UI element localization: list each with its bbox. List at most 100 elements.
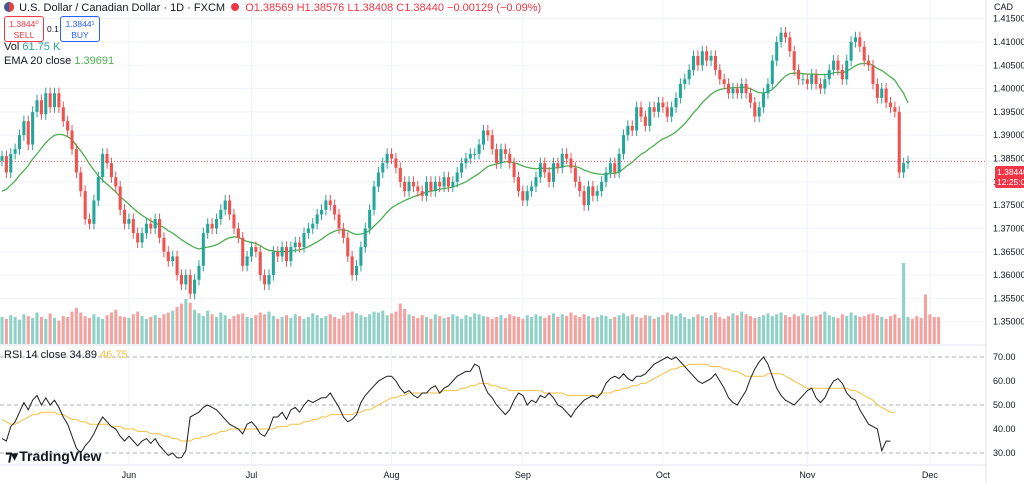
volume-bar [162,314,166,344]
symbol-header[interactable]: U.S. Dollar / Canadian Dollar · 1D · FXC… [4,2,541,14]
symbol-title[interactable]: U.S. Dollar / Canadian Dollar · 1D · FXC… [19,2,226,14]
candle-body [398,167,402,182]
price-axis[interactable]: 1.41500 1.41000 1.40500 1.40000 1.39500 1.390… [993,2,1024,458]
candle-body [661,102,665,108]
candle-body [306,228,310,234]
candle-body [845,60,849,80]
candle-body [123,209,127,224]
volume-legend[interactable]: Vol 61.75 K [4,41,60,53]
volume-bar [508,314,512,344]
volume-bar [66,317,70,344]
volume-bar [346,312,350,344]
volume-bar [420,315,424,344]
candle-body [13,149,17,154]
volume-bar [797,316,801,344]
candle-body [902,163,906,173]
sell-button[interactable]: 1.3844⁰ SELL [4,16,44,42]
volume-bar [271,316,275,344]
candle-body [468,153,472,159]
volume-bar [403,308,407,344]
candle-body [521,191,525,201]
ema-legend[interactable]: EMA 20 close 1.39691 [4,55,114,67]
rsi-legend[interactable]: RSI 14 close 34.89 46.75 [4,349,128,361]
volume-bar [460,318,464,344]
volume-bar [902,263,906,344]
volume-bar [26,316,30,344]
candle-body [586,186,591,206]
candle-body [363,228,367,248]
candle-body [359,247,363,266]
volume-bar [757,317,761,344]
candle-body [665,107,669,117]
rsi-tick-label: 60.00 [993,376,1016,386]
volume-bar [867,314,871,344]
buy-button[interactable]: 1.3844¹ BUY [60,16,100,42]
candle-body [4,156,8,173]
tradingview-logo[interactable]: ⁊▾ TradingView [5,447,101,465]
candle-body [608,163,612,173]
candle-body [337,214,341,229]
candle-body [656,102,661,112]
volume-bar [932,317,936,344]
candle-body [744,83,748,94]
volume-bar [306,317,310,344]
candle-body [162,237,166,252]
candle-body [565,153,569,159]
candle-body [495,149,499,164]
candle-body [442,177,446,187]
candle-body [9,153,13,173]
volume-bar [766,313,770,344]
candle-body [595,191,599,196]
volume-bar [394,311,398,344]
volume-bar [9,315,13,344]
time-axis[interactable]: Jun Jul Aug Sep Oct Nov Dec [122,470,939,480]
candle-body [674,97,678,108]
candle-body [862,46,866,61]
volume-bar [591,317,595,344]
candlesticks [0,27,986,300]
candle-body [241,237,245,266]
volume-bar [363,317,367,344]
volume-bar [687,318,691,344]
volume-bar [630,314,634,344]
volume-bar [600,315,604,344]
candle-body [455,172,459,182]
candle-body [105,153,109,164]
volume-bar [547,315,551,344]
candle-body [836,60,840,70]
candle-body [875,83,879,98]
time-tick-label: Nov [799,470,816,480]
current-price-tag: 1.38440 12:25:00 [995,166,1024,188]
candle-body [328,200,332,206]
price-tick-label: 1.37000 [993,223,1024,233]
volume-bar [193,309,197,344]
candle-body [814,74,818,84]
volume-bar [328,314,332,344]
volume-bar [586,316,591,344]
volume-bar [692,317,696,344]
candle-body [867,60,871,66]
candle-body [319,209,324,215]
candle-body [114,177,118,187]
candle-body [263,275,267,285]
candle-body [127,219,131,224]
volume-bar [83,316,87,344]
volume-bar [626,316,630,344]
candle-body [280,247,284,257]
volume-bar [521,318,525,344]
candle-body [35,100,39,112]
volume-bar [661,315,665,344]
candle-body [293,242,297,248]
volume-bar [197,313,201,344]
price-tick-label: 1.35500 [993,293,1024,303]
volume-bar [123,317,127,344]
volume-bar [201,316,205,344]
volume-bar [578,317,582,344]
volume-bar [464,315,468,344]
rsi-pane [0,356,986,459]
candle-body [573,167,577,182]
volume-bar [249,317,254,344]
candle-body [381,163,385,173]
volume-bar [718,317,722,344]
